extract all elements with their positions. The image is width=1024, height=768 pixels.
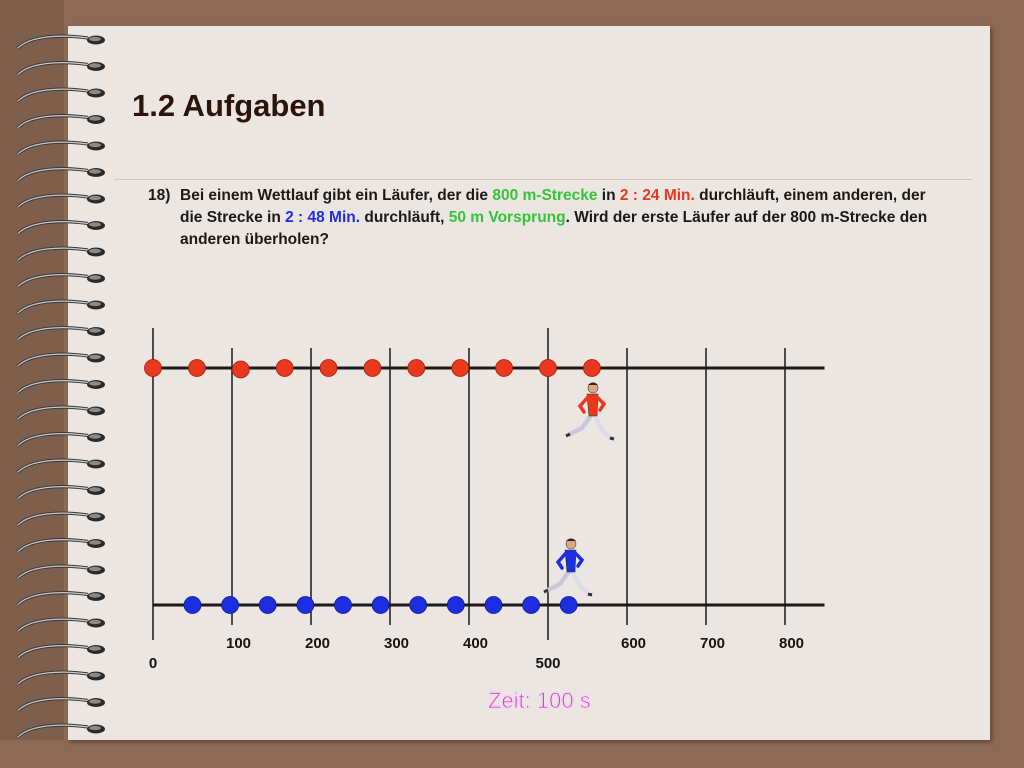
blue-runner-dot <box>522 596 540 614</box>
task-number: 18) <box>148 187 171 204</box>
spiral-ring-icon <box>16 617 105 633</box>
blue-runner-dot <box>296 596 315 614</box>
spiral-ring-icon <box>16 326 105 341</box>
red-runner-dot <box>275 359 294 377</box>
spiral-ring-icon <box>16 193 105 209</box>
blue-runner-dot <box>559 596 578 614</box>
task-text-part: 2 : 24 Min. <box>619 187 695 204</box>
task-text-part: 2 : 48 Min. <box>285 209 361 226</box>
tick-label: 600 <box>621 635 646 652</box>
red-runner-dot <box>407 359 426 377</box>
blue-runner-dot <box>334 596 352 614</box>
red-runner-dot <box>363 359 382 377</box>
tick-label: 400 <box>463 635 488 652</box>
spiral-ring-icon <box>16 723 105 739</box>
red-runner-dot <box>188 359 206 377</box>
runner-red-icon <box>565 382 615 441</box>
tick-label: 700 <box>700 635 725 652</box>
tick-label: 200 <box>305 635 330 652</box>
spiral-ring-icon <box>16 34 105 50</box>
notebook-page <box>68 26 990 740</box>
time-label: Zeit: 100 s <box>488 688 591 714</box>
spiral-ring-icon <box>16 564 105 580</box>
spiral-ring-icon <box>16 432 105 447</box>
blue-runner-dot <box>183 596 202 614</box>
spiral-binding <box>16 34 105 739</box>
title-divider <box>114 179 972 180</box>
spiral-ring-icon <box>16 273 105 288</box>
spiral-ring-icon <box>16 61 105 76</box>
red-runner-dot <box>144 359 162 377</box>
red-runner-dot <box>231 360 250 379</box>
spiral-ring-icon <box>16 352 105 368</box>
tick-label: 100 <box>226 635 251 652</box>
task-text-part: 800 m-Strecke <box>492 187 598 204</box>
blue-runner-dot <box>484 596 503 614</box>
task-text-part: in <box>597 187 620 204</box>
blue-runner-dot <box>221 596 240 614</box>
blue-runner-dot <box>371 596 390 614</box>
tick-label: 0 <box>149 655 157 672</box>
spiral-ring-icon <box>16 644 105 659</box>
task-text-part: . Wird der erste Läufer auf der 800 m-St… <box>180 209 928 248</box>
spiral-ring-icon <box>16 114 105 129</box>
spiral-ring-icon <box>16 458 105 474</box>
spiral-ring-icon <box>16 591 105 606</box>
spiral-ring-icon <box>16 167 105 182</box>
spiral-ring-icon <box>16 511 105 527</box>
spiral-ring-icon <box>16 485 105 500</box>
red-runner-dot <box>495 359 513 377</box>
task-text-part: Bei einem Wettlauf gibt ein Läufer, der … <box>180 187 493 204</box>
spiral-ring-icon <box>16 140 105 156</box>
tick-label: 500 <box>535 655 560 672</box>
blue-runner-dot <box>258 596 277 614</box>
spiral-ring-icon <box>16 379 105 394</box>
runner-blue-icon <box>543 538 593 597</box>
blue-runner-dot <box>446 596 465 614</box>
tick-label: 300 <box>384 635 409 652</box>
task-body: Bei einem Wettlauf gibt ein Läufer, der … <box>180 185 950 251</box>
spiral-ring-icon <box>16 670 105 686</box>
spiral-ring-icon <box>16 405 105 421</box>
tick-label: 800 <box>779 635 804 652</box>
task-text-part: durchläuft, einem anderen, der die Strec… <box>180 187 926 226</box>
spiral-ring-icon <box>16 220 105 235</box>
spiral-ring-icon <box>16 299 105 315</box>
slide-title: 1.2 Aufgaben <box>132 88 326 123</box>
red-runner-dot <box>583 359 601 377</box>
background-shadow <box>0 0 64 740</box>
spiral-ring-icon <box>16 87 105 103</box>
red-runner-dot <box>539 359 557 377</box>
spiral-ring-icon <box>16 538 105 553</box>
blue-runner-dot <box>409 596 428 614</box>
spiral-ring-icon <box>16 246 105 262</box>
red-runner-dot <box>451 359 470 377</box>
spiral-ring-icon <box>16 697 105 712</box>
red-runner-dot <box>319 359 338 377</box>
task-text-part: 50 m Vorsprung <box>448 209 566 226</box>
task-text-part: durchläuft, <box>360 209 449 226</box>
